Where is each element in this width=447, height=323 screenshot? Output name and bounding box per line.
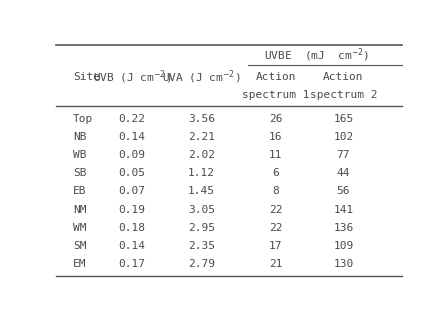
Text: UVB (J cm$^{-2}$): UVB (J cm$^{-2}$) [93,68,171,86]
Text: 21: 21 [269,259,283,269]
Text: SB: SB [73,168,87,178]
Text: 136: 136 [333,223,354,233]
Text: WB: WB [73,150,87,160]
Text: 22: 22 [269,205,283,214]
Text: 0.22: 0.22 [118,114,146,124]
Text: 17: 17 [269,241,283,251]
Text: spectrum 1: spectrum 1 [242,90,310,100]
Text: NB: NB [73,132,87,142]
Text: 8: 8 [273,186,279,196]
Text: 77: 77 [337,150,350,160]
Text: Top: Top [73,114,93,124]
Text: SM: SM [73,241,87,251]
Text: 2.21: 2.21 [188,132,215,142]
Text: EM: EM [73,259,87,269]
Text: 6: 6 [273,168,279,178]
Text: 44: 44 [337,168,350,178]
Text: 3.56: 3.56 [188,114,215,124]
Text: 16: 16 [269,132,283,142]
Text: 130: 130 [333,259,354,269]
Text: 0.07: 0.07 [118,186,146,196]
Text: NM: NM [73,205,87,214]
Text: 3.05: 3.05 [188,205,215,214]
Text: 1.45: 1.45 [188,186,215,196]
Text: 22: 22 [269,223,283,233]
Text: UVA (J cm$^{-2}$): UVA (J cm$^{-2}$) [162,68,240,86]
Text: 0.18: 0.18 [118,223,146,233]
Text: 2.35: 2.35 [188,241,215,251]
Text: 2.02: 2.02 [188,150,215,160]
Text: 56: 56 [337,186,350,196]
Text: Action: Action [323,72,364,82]
Text: 0.14: 0.14 [118,241,146,251]
Text: 0.09: 0.09 [118,150,146,160]
Text: 0.05: 0.05 [118,168,146,178]
Text: WM: WM [73,223,87,233]
Text: 141: 141 [333,205,354,214]
Text: Action: Action [256,72,296,82]
Text: 165: 165 [333,114,354,124]
Text: 0.14: 0.14 [118,132,146,142]
Text: Site: Site [73,72,100,82]
Text: 2.79: 2.79 [188,259,215,269]
Text: 0.17: 0.17 [118,259,146,269]
Text: 2.95: 2.95 [188,223,215,233]
Text: 26: 26 [269,114,283,124]
Text: spectrum 2: spectrum 2 [310,90,377,100]
Text: 102: 102 [333,132,354,142]
Text: 11: 11 [269,150,283,160]
Text: 0.19: 0.19 [118,205,146,214]
Text: EB: EB [73,186,87,196]
Text: 1.12: 1.12 [188,168,215,178]
Text: UVBE  (mJ  cm$^{-2}$): UVBE (mJ cm$^{-2}$) [264,46,369,64]
Text: 109: 109 [333,241,354,251]
